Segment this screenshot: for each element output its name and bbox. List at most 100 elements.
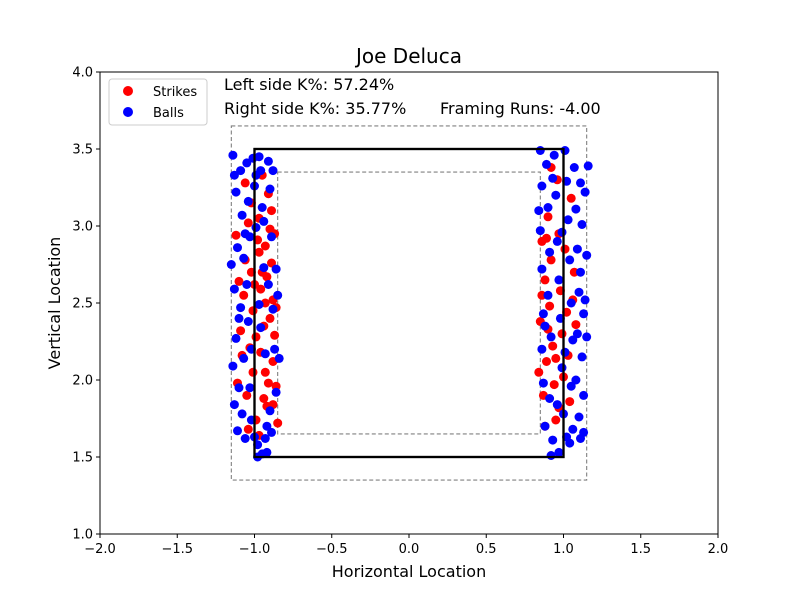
x-tick-label: 1.5: [630, 542, 651, 557]
legend-label-balls: Balls: [153, 106, 184, 121]
y-tick-label: 3.0: [72, 220, 93, 235]
balls-point: [574, 412, 584, 422]
balls-point: [543, 290, 553, 300]
balls-point: [557, 363, 567, 373]
x-tick-label: 2.0: [708, 542, 729, 557]
x-tick-label: 0.0: [399, 542, 420, 557]
strikes-point: [569, 267, 579, 277]
strikes-point: [243, 424, 253, 434]
balls-point: [228, 150, 238, 160]
balls-point: [543, 203, 553, 212]
strikes-point: [546, 255, 556, 265]
strikes-point: [542, 357, 551, 366]
balls-point: [546, 332, 556, 342]
strikes-point: [534, 367, 544, 377]
strikes-point: [557, 329, 567, 339]
strikes-point: [251, 332, 261, 342]
balls-point: [580, 187, 590, 197]
balls-point: [542, 159, 551, 169]
strikes-point: [256, 284, 266, 294]
balls-point: [256, 323, 266, 333]
balls-point: [545, 394, 555, 403]
balls-point: [243, 196, 253, 206]
y-tick-label: 2.0: [72, 374, 93, 389]
balls-point: [574, 287, 584, 297]
legend-marker-strikes: [123, 86, 133, 96]
balls-point: [582, 250, 592, 260]
strikes-point: [551, 415, 561, 425]
strikes-point: [260, 367, 270, 377]
balls-point: [263, 280, 273, 289]
balls-point: [552, 400, 562, 410]
balls-point: [540, 421, 550, 431]
balls-point: [551, 190, 561, 200]
strikes-point: [543, 212, 553, 222]
balls-point: [267, 427, 276, 437]
balls-point: [576, 267, 585, 277]
strikes-point: [560, 244, 570, 254]
balls-point: [233, 426, 242, 436]
strikes-point: [267, 206, 276, 216]
legend-label-strikes: Strikes: [153, 85, 197, 100]
balls-point: [265, 406, 275, 416]
balls-point: [240, 434, 250, 443]
balls-point: [583, 161, 593, 171]
balls-point: [568, 335, 578, 345]
balls-point: [226, 260, 236, 269]
strikes-point: [270, 330, 280, 340]
y-tick-label: 1.0: [72, 528, 93, 543]
balls-point: [546, 451, 556, 460]
balls-point: [263, 156, 273, 166]
balls-point: [271, 387, 281, 397]
balls-point: [549, 150, 559, 160]
balls-point: [229, 170, 239, 180]
balls-point: [577, 352, 587, 362]
balls-point: [271, 264, 281, 274]
balls-point: [577, 220, 587, 229]
balls-point: [268, 304, 278, 314]
balls-point: [557, 227, 567, 237]
x-tick-label: −1.5: [161, 542, 193, 557]
right-k-annotation: Right side K%: 35.77%: [224, 99, 406, 118]
balls-point: [566, 381, 576, 391]
strikes-point: [571, 320, 581, 330]
balls-point: [554, 447, 564, 457]
x-tick-label: −0.5: [316, 542, 348, 557]
balls-point: [262, 447, 272, 457]
legend-box: [108, 78, 208, 126]
x-axis-label: Horizontal Location: [332, 562, 486, 581]
balls-point: [576, 178, 585, 188]
strikes-point: [248, 367, 258, 377]
balls-point: [535, 226, 545, 236]
balls-point: [566, 298, 576, 308]
balls-point: [576, 434, 585, 443]
balls-point: [237, 210, 247, 220]
balls-point: [236, 166, 246, 176]
balls-point: [560, 146, 570, 155]
y-tick-label: 4.0: [72, 66, 93, 81]
strikes-point: [254, 247, 264, 257]
balls-point: [563, 215, 573, 225]
balls-point: [259, 216, 269, 226]
strikes-point: [542, 233, 551, 243]
balls-point: [265, 184, 275, 194]
strikes-point: [240, 178, 250, 188]
balls-point: [540, 321, 550, 331]
balls-point: [579, 309, 589, 319]
balls-point: [262, 421, 272, 431]
strikes-point: [540, 275, 550, 285]
y-tick-label: 1.5: [72, 451, 93, 466]
strikes-point: [566, 193, 576, 203]
balls-point: [243, 317, 253, 326]
balls-point: [274, 353, 284, 363]
balls-point: [236, 303, 246, 313]
balls-point: [245, 383, 255, 393]
balls-point: [260, 434, 270, 443]
balls-point: [242, 280, 252, 289]
balls-point: [229, 400, 239, 410]
balls-point: [568, 424, 578, 434]
balls-point: [537, 344, 547, 354]
balls-point: [552, 236, 562, 246]
x-tick-label: −1.0: [239, 542, 271, 557]
